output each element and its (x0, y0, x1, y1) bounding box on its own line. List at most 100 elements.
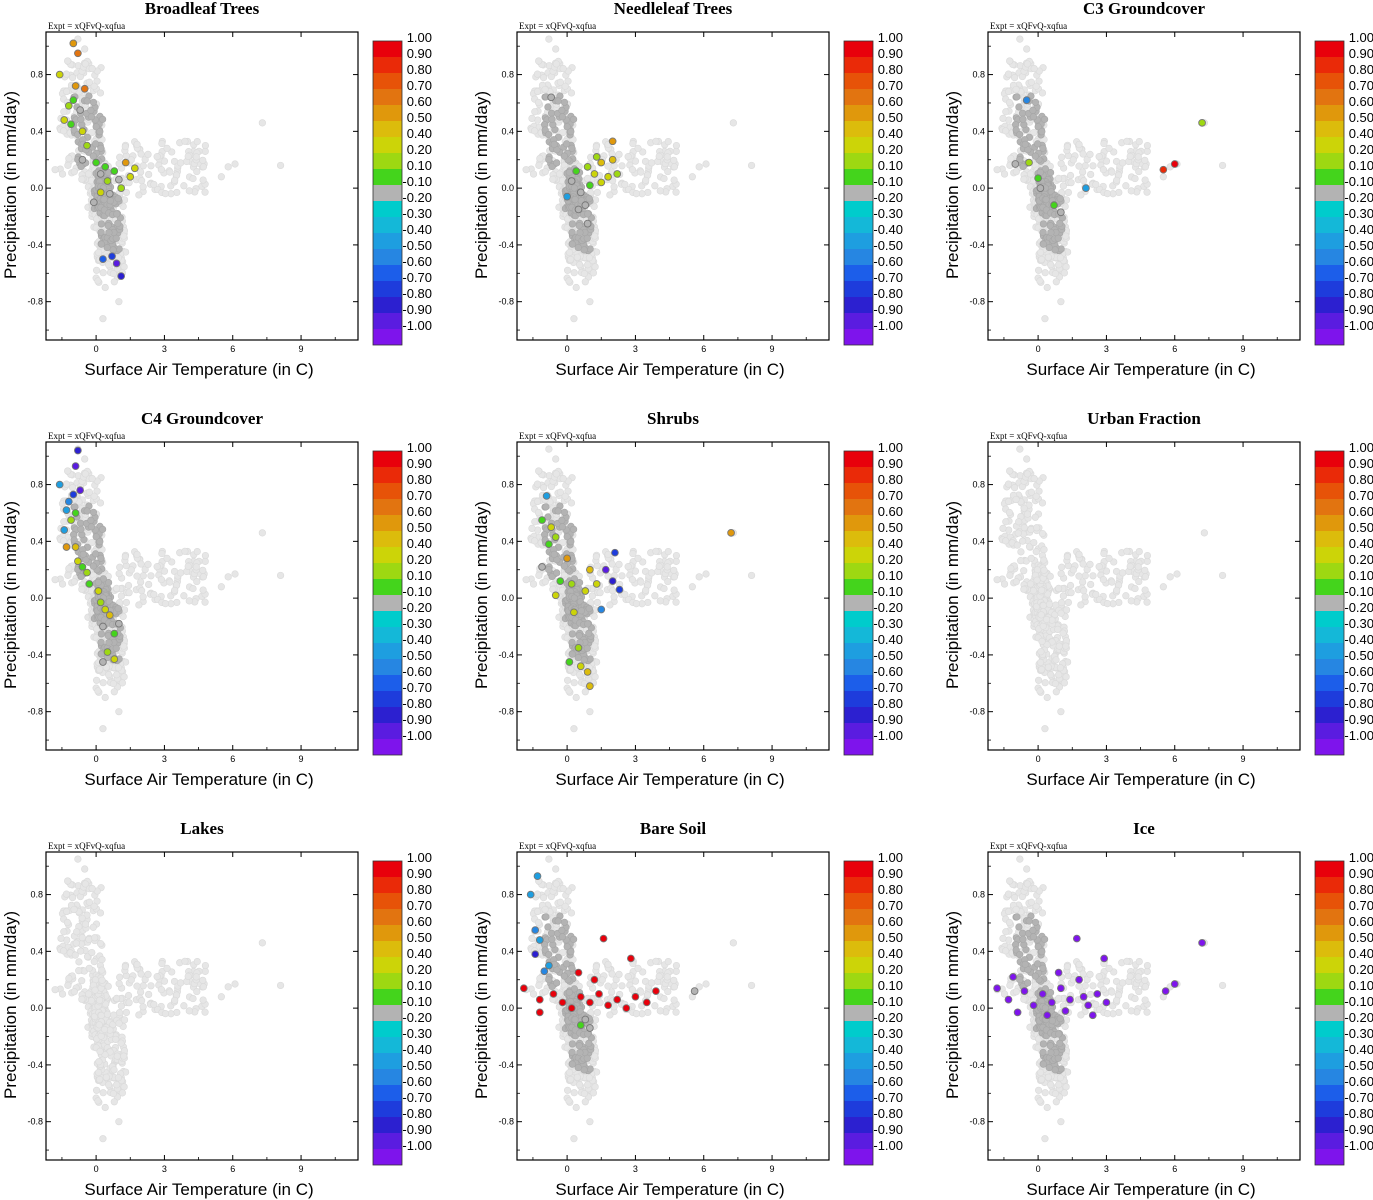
y-tick-label: 0.8 (501, 70, 514, 80)
colorbar-segment (1315, 265, 1344, 281)
x-tick-label: 9 (299, 344, 304, 354)
background-point (1001, 127, 1010, 135)
background-point (64, 467, 72, 475)
neutral-point (1045, 243, 1053, 252)
colorbar-segment (1315, 169, 1344, 185)
neutral-point (89, 508, 98, 516)
neutral-point (1031, 152, 1039, 160)
colorbar-label: -0.10 (402, 174, 432, 189)
background-point (276, 161, 285, 170)
data-point (590, 170, 599, 178)
colorbar-segment (373, 499, 402, 515)
background-point (109, 680, 117, 688)
background-point (1063, 143, 1071, 151)
colorbar-label: -1.00 (402, 728, 432, 743)
colorbar-segment (373, 611, 402, 627)
colorbar-segment (1315, 137, 1344, 153)
background-point (632, 190, 641, 198)
background-point (1143, 141, 1152, 150)
background-point (629, 139, 637, 148)
colorbar-label: 0.20 (1349, 142, 1373, 157)
colorbar-label: -0.50 (873, 238, 903, 253)
background-point (199, 156, 207, 164)
background-point (1020, 175, 1028, 183)
x-tick-label: 6 (230, 754, 235, 764)
x-tick-label: 3 (633, 344, 638, 354)
data-point (1011, 160, 1020, 168)
neutral-point (106, 197, 115, 205)
panel-title: Shrubs (647, 409, 699, 428)
neutral-point (105, 228, 113, 237)
colorbar-segment (844, 329, 873, 345)
colorbar-label: -0.20 (402, 190, 432, 205)
colorbar-label: 0.70 (407, 78, 432, 93)
background-point (193, 137, 201, 146)
background-point (65, 564, 73, 573)
data-point (64, 497, 73, 506)
background-point (116, 153, 124, 161)
expt-label: Expt = xQFvQ-xqfua (48, 21, 125, 31)
background-point (536, 154, 544, 163)
colorbar-label: -0.90 (873, 302, 903, 317)
background-point (135, 601, 143, 609)
colorbar-label: -0.60 (1344, 254, 1373, 269)
colorbar-segment (373, 643, 402, 659)
colorbar-segment (373, 73, 402, 89)
y-tick-label: -0.8 (498, 297, 514, 307)
colorbar-segment (1315, 313, 1344, 329)
neutral-point (1039, 220, 1048, 228)
background-point (621, 180, 629, 189)
background-point (157, 166, 165, 174)
panel-title: Needleleaf Trees (614, 0, 733, 18)
background-point (120, 263, 128, 271)
colorbar-label: 0.10 (407, 568, 432, 583)
background-point (88, 64, 96, 73)
data-point (71, 82, 80, 90)
background-point (1034, 266, 1043, 274)
background-point (189, 174, 197, 183)
background-point (593, 188, 601, 197)
neutral-point (1015, 103, 1023, 111)
background-point (199, 176, 207, 184)
background-point (1041, 269, 1049, 277)
background-point (173, 598, 181, 607)
neutral-point (94, 578, 102, 586)
colorbar-segment (373, 451, 402, 467)
background-point (1044, 253, 1052, 261)
background-point (81, 455, 89, 463)
neutral-point (87, 106, 95, 114)
background-point (224, 163, 232, 171)
background-point (522, 166, 530, 174)
background-point (572, 283, 580, 292)
background-point (651, 182, 659, 190)
colorbar-label: -0.80 (1344, 286, 1373, 301)
background-point (1089, 162, 1097, 170)
background-point (670, 156, 678, 164)
neutral-point (547, 109, 556, 117)
y-axis-label: Precipitation (in mm/day) (472, 91, 491, 279)
colorbar-segment (1315, 57, 1344, 73)
colorbar-label: 0.50 (407, 110, 432, 125)
y-tick-label: 0.0 (501, 183, 514, 193)
colorbar-segment (1315, 329, 1344, 345)
colorbar-label: -1.00 (402, 318, 432, 333)
colorbar-label: 0.10 (878, 158, 903, 173)
background-point (624, 153, 632, 161)
background-point (125, 589, 133, 597)
y-tick-label: -0.8 (969, 297, 985, 307)
background-point (150, 180, 158, 189)
colorbar-label: 0.40 (407, 126, 432, 141)
background-point (99, 269, 107, 277)
data-point (1198, 118, 1206, 127)
colorbar-segment (844, 313, 873, 329)
background-point (1123, 137, 1131, 145)
background-point (1052, 278, 1060, 286)
x-axis-label: Surface Air Temperature (in C) (84, 770, 313, 789)
background-point (1062, 263, 1070, 271)
neutral-point (96, 538, 104, 546)
background-point (74, 35, 82, 43)
colorbar-label: 0.60 (407, 94, 432, 109)
background-point (192, 153, 200, 161)
data-point (101, 162, 110, 171)
background-point (120, 232, 128, 240)
